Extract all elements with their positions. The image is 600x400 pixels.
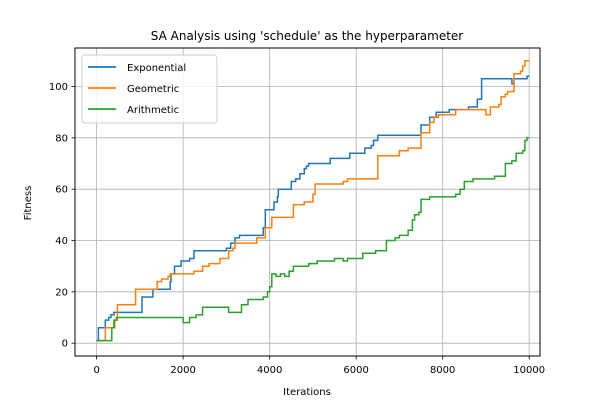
x-tick-label: 6000 [343, 365, 368, 376]
series-line-exponential [96, 75, 530, 342]
x-axis-title: Iterations [283, 387, 331, 398]
y-tick-label: 40 [55, 236, 68, 247]
y-tick-label: 20 [55, 287, 68, 298]
plot-area-frame [74, 47, 541, 357]
axis-ticks: 0 2000 4000 6000 8000 10000 0 20 40 60 80 100 [49, 82, 545, 376]
x-tick-label: 10000 [513, 365, 545, 376]
y-axis-title: Fitness [23, 186, 34, 221]
y-tick-label: 0 [62, 339, 68, 350]
legend-label-arithmetic: Arithmetic [127, 105, 179, 116]
legend: Exponential Geometric Arithmetic [81, 54, 218, 124]
series-line-arithmetic [96, 137, 530, 342]
legend-label-geometric: Geometric [127, 84, 179, 95]
y-tick-label: 60 [55, 185, 68, 196]
x-tick-label: 4000 [257, 365, 282, 376]
legend-box [81, 54, 218, 124]
y-tick-label: 100 [49, 82, 68, 93]
legend-label-exponential: Exponential [127, 63, 186, 74]
x-tick-label: 2000 [170, 365, 195, 376]
x-tick-label: 0 [93, 365, 99, 376]
chart-title: SA Analysis using 'schedule' as the hype… [151, 29, 464, 43]
x-tick-label: 8000 [430, 365, 455, 376]
series-line-geometric [96, 60, 530, 342]
series-lines [96, 60, 530, 342]
y-tick-label: 80 [55, 133, 68, 144]
